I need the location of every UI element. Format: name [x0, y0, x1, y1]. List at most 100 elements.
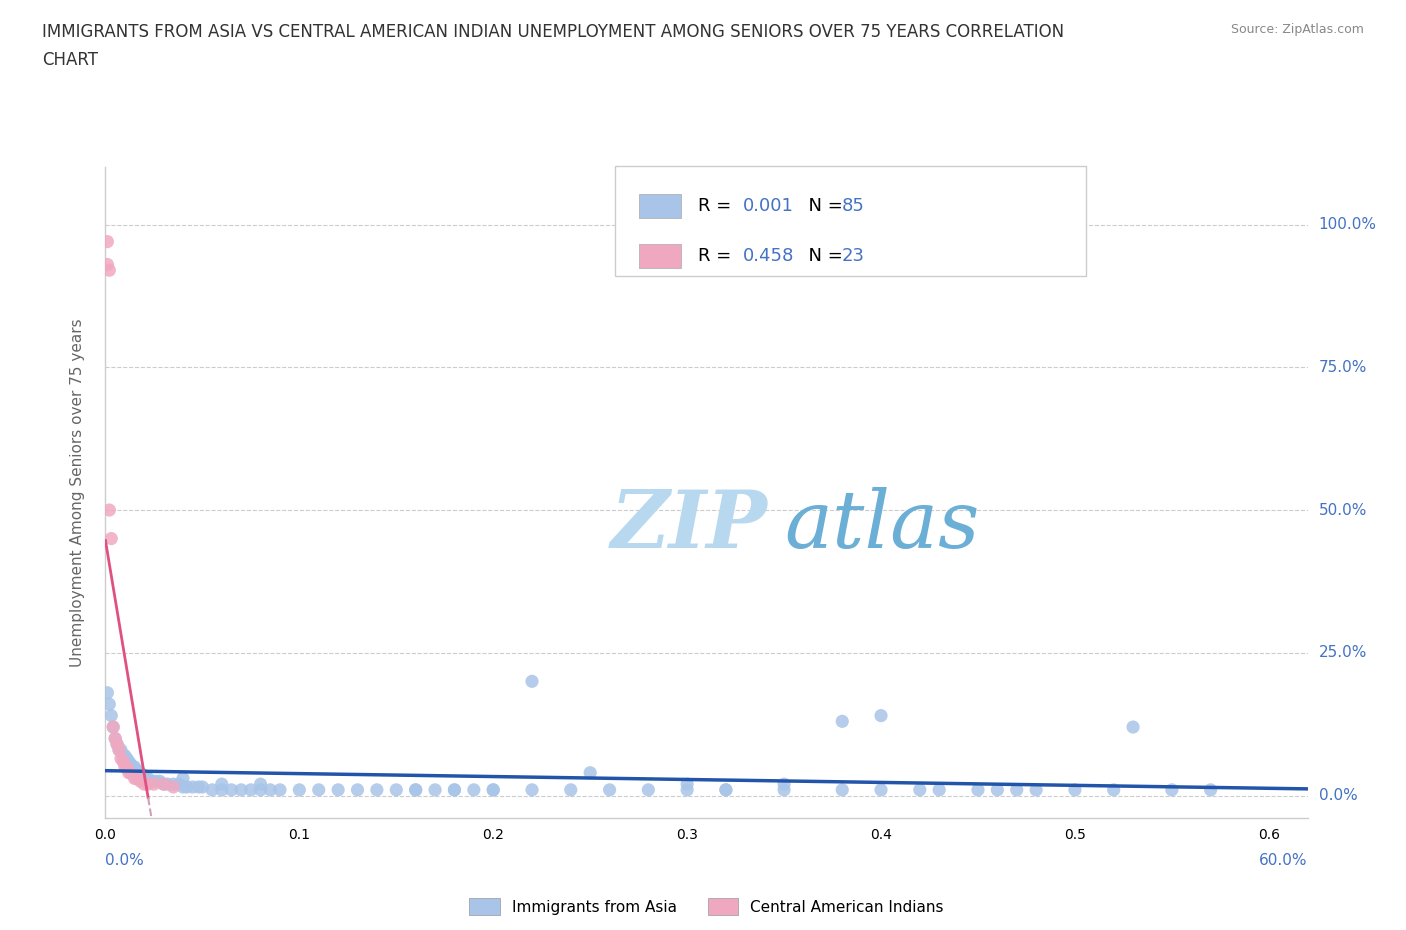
Text: R =: R =	[699, 197, 737, 215]
Text: R =: R =	[699, 247, 737, 265]
Point	[108, 742, 131, 757]
Point	[136, 777, 159, 791]
Point	[111, 748, 134, 763]
Point	[110, 751, 132, 766]
Point	[115, 760, 138, 775]
Point	[124, 771, 146, 786]
Point	[928, 782, 950, 797]
Point	[104, 731, 127, 746]
Point	[152, 777, 174, 791]
Text: IMMIGRANTS FROM ASIA VS CENTRAL AMERICAN INDIAN UNEMPLOYMENT AMONG SENIORS OVER : IMMIGRANTS FROM ASIA VS CENTRAL AMERICAN…	[42, 23, 1064, 41]
Point	[98, 502, 121, 517]
Point	[231, 782, 253, 797]
Point	[162, 779, 184, 794]
Point	[176, 779, 198, 794]
Text: 60.0%: 60.0%	[1260, 853, 1308, 868]
Point	[423, 782, 446, 797]
Point	[201, 782, 224, 797]
Point	[870, 708, 893, 723]
Point	[100, 531, 122, 546]
Point	[120, 757, 142, 772]
Text: Source: ZipAtlas.com: Source: ZipAtlas.com	[1230, 23, 1364, 36]
Point	[714, 782, 737, 797]
Text: 50.0%: 50.0%	[1319, 502, 1367, 517]
Point	[1199, 782, 1222, 797]
Point	[167, 777, 190, 791]
Point	[870, 782, 893, 797]
Point	[443, 782, 465, 797]
Point	[96, 685, 118, 700]
Text: CHART: CHART	[42, 51, 98, 69]
Point	[96, 257, 118, 272]
Point	[239, 782, 262, 797]
Point	[108, 742, 131, 757]
Point	[172, 779, 194, 794]
Point	[156, 777, 179, 791]
Point	[100, 708, 122, 723]
Point	[637, 782, 659, 797]
Point	[114, 748, 136, 763]
Point	[104, 731, 127, 746]
Point	[269, 782, 291, 797]
Text: 25.0%: 25.0%	[1319, 645, 1367, 660]
Point	[326, 782, 349, 797]
Y-axis label: Unemployment Among Seniors over 75 years: Unemployment Among Seniors over 75 years	[70, 319, 84, 667]
Text: 0.0%: 0.0%	[1319, 788, 1357, 804]
Point	[172, 771, 194, 786]
Point	[187, 779, 209, 794]
Point	[105, 737, 128, 751]
Point	[98, 263, 121, 278]
Legend: Immigrants from Asia, Central American Indians: Immigrants from Asia, Central American I…	[463, 892, 950, 922]
Text: 0.0%: 0.0%	[105, 853, 145, 868]
Point	[125, 763, 148, 777]
Point	[1064, 782, 1087, 797]
Point	[831, 714, 853, 729]
Point	[103, 720, 125, 735]
Point	[1122, 720, 1144, 735]
Point	[967, 782, 990, 797]
Point	[103, 720, 125, 735]
Point	[676, 777, 699, 791]
Point	[129, 765, 152, 780]
Point	[211, 777, 233, 791]
Point	[986, 782, 1008, 797]
Point	[463, 782, 485, 797]
Point	[288, 782, 311, 797]
Point	[482, 782, 505, 797]
Point	[520, 782, 543, 797]
Text: N =: N =	[797, 197, 848, 215]
Point	[105, 737, 128, 751]
Point	[118, 754, 141, 769]
Point	[149, 774, 172, 789]
Point	[118, 765, 141, 780]
Point	[96, 234, 118, 249]
Point	[1102, 782, 1125, 797]
Point	[221, 782, 243, 797]
Point	[131, 768, 153, 783]
Point	[191, 779, 214, 794]
Point	[908, 782, 931, 797]
Point	[1160, 782, 1182, 797]
Point	[259, 782, 281, 797]
Point	[676, 782, 699, 797]
Text: N =: N =	[797, 247, 848, 265]
Point	[599, 782, 621, 797]
Point	[1025, 782, 1047, 797]
Text: ZIP: ZIP	[610, 486, 768, 565]
Point	[114, 760, 136, 775]
Point	[482, 782, 505, 797]
Point	[579, 765, 602, 780]
Point	[405, 782, 427, 797]
Text: 0.001: 0.001	[744, 197, 794, 215]
Point	[385, 782, 408, 797]
Point	[773, 777, 796, 791]
Point	[249, 782, 271, 797]
Point	[346, 782, 368, 797]
Point	[520, 674, 543, 689]
Point	[111, 754, 134, 769]
Point	[125, 771, 148, 786]
Point	[714, 782, 737, 797]
Point	[443, 782, 465, 797]
Point	[405, 782, 427, 797]
Point	[136, 771, 159, 786]
